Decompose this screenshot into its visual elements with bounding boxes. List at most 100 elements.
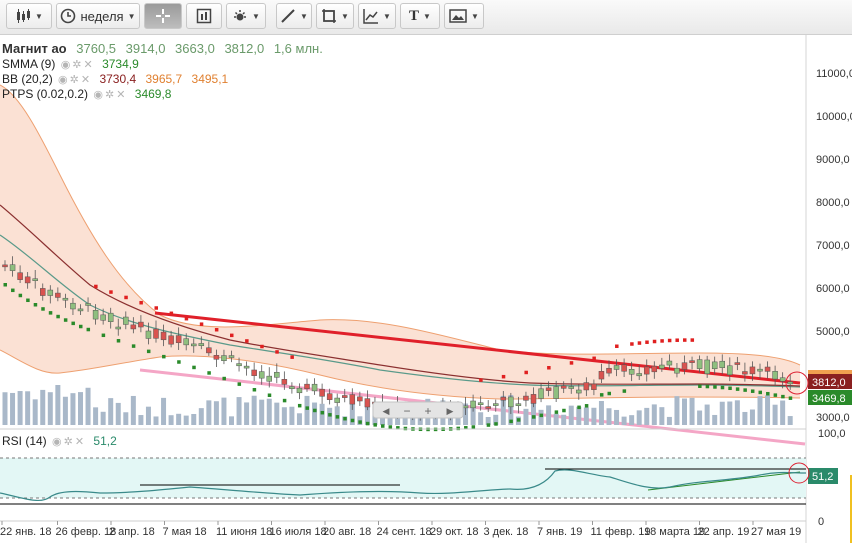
close-icon[interactable]: ✕ bbox=[74, 436, 85, 448]
ptps-dot bbox=[199, 322, 204, 326]
volume-bar bbox=[523, 408, 529, 425]
ptps-dot bbox=[109, 290, 113, 294]
candle-body bbox=[576, 389, 582, 394]
volume-bar bbox=[55, 384, 61, 425]
chart-area[interactable]: ◀ − + ▶ 11000,0 10000,0 9000,0 8000,0 70… bbox=[0, 35, 852, 543]
period-select[interactable]: неделя ▼ bbox=[56, 3, 140, 29]
volume-bar bbox=[538, 409, 544, 425]
chevron-down-icon: ▼ bbox=[35, 11, 43, 21]
volume-bar bbox=[531, 402, 536, 425]
ptps-dot bbox=[456, 426, 460, 431]
volume-bar bbox=[478, 412, 484, 425]
candle-body bbox=[659, 364, 665, 369]
volume-bar bbox=[191, 413, 197, 425]
volume-bar bbox=[70, 393, 76, 425]
candle-body bbox=[628, 369, 635, 375]
chart-frame-button[interactable] bbox=[186, 3, 222, 29]
eye-icon[interactable]: ◉ bbox=[52, 436, 62, 448]
resistance-trendline bbox=[154, 311, 801, 385]
price-marker-circle bbox=[785, 371, 809, 395]
candle-body bbox=[334, 397, 340, 403]
price-tick-7000: 7000,0 bbox=[816, 240, 850, 252]
ptps-dot bbox=[524, 370, 528, 375]
candle-body bbox=[258, 371, 265, 379]
zoom-out-icon[interactable]: − bbox=[403, 404, 410, 418]
scroll-right-icon[interactable]: ▶ bbox=[447, 406, 454, 416]
close-icon[interactable]: ✕ bbox=[80, 74, 91, 86]
ptps-dot bbox=[267, 393, 272, 397]
candle-body bbox=[545, 387, 552, 391]
candle-body bbox=[251, 369, 257, 376]
zoom-in-icon[interactable]: + bbox=[424, 404, 431, 418]
candle-body bbox=[357, 396, 363, 402]
gear-icon[interactable]: ✲ bbox=[69, 74, 79, 86]
ptps-dot bbox=[584, 404, 589, 408]
eye-icon[interactable]: ◉ bbox=[58, 74, 68, 86]
candle-body bbox=[560, 385, 567, 389]
candle-body bbox=[530, 394, 537, 404]
line-tool-button[interactable]: ▼ bbox=[276, 3, 312, 29]
rsi-value: 51,2 bbox=[93, 434, 117, 448]
ptps-dot bbox=[313, 408, 317, 413]
ptps-dot bbox=[3, 283, 7, 287]
candle-body bbox=[289, 386, 295, 390]
volume-bar bbox=[138, 415, 144, 425]
bb-upper-value: 3965,7 bbox=[145, 72, 183, 86]
smma-line bbox=[0, 234, 801, 388]
close-icon[interactable]: ✕ bbox=[83, 59, 93, 71]
volume-bar bbox=[176, 413, 182, 425]
candle-body bbox=[742, 371, 748, 375]
candle-body bbox=[749, 366, 756, 375]
crosshair-button[interactable] bbox=[144, 3, 182, 29]
candle-body bbox=[674, 367, 680, 374]
shape-tool-button[interactable]: ▼ bbox=[316, 3, 354, 29]
rsi-value-badge bbox=[808, 468, 838, 484]
gear-icon[interactable]: ✲ bbox=[105, 89, 115, 101]
volume-bar bbox=[312, 402, 318, 425]
scroll-controls[interactable]: ◀ − + ▶ bbox=[372, 401, 464, 419]
gear-icon[interactable]: ✲ bbox=[72, 59, 82, 71]
eye-icon[interactable]: ◉ bbox=[93, 89, 103, 101]
text-tool-button[interactable]: T ▼ bbox=[400, 3, 440, 29]
ptps-dot bbox=[554, 410, 559, 414]
volume-bar bbox=[349, 397, 355, 425]
candle-body bbox=[485, 406, 491, 409]
analysis-tool-button[interactable]: ▼ bbox=[358, 3, 396, 29]
ptps-dot bbox=[275, 350, 279, 354]
chevron-down-icon: ▼ bbox=[127, 11, 136, 21]
chart-type-button[interactable]: ▼ bbox=[6, 3, 52, 29]
close-icon[interactable]: ✕ bbox=[116, 89, 126, 101]
time-label: 7 янв. 19 bbox=[537, 526, 582, 538]
candle-body bbox=[787, 381, 793, 385]
ptps-dot bbox=[577, 405, 581, 410]
low-value: 3663,0 bbox=[175, 41, 215, 56]
rsi-legend: RSI (14) ◉ ✲ ✕ 51,2 bbox=[2, 434, 117, 448]
high-value: 3914,0 bbox=[125, 41, 166, 56]
price-chart[interactable]: ◀ − + ▶ 11000,0 10000,0 9000,0 8000,0 70… bbox=[0, 35, 852, 543]
ptps-dot bbox=[713, 385, 717, 389]
candle-body bbox=[727, 365, 733, 376]
ptps-dot bbox=[33, 303, 38, 307]
gear-icon[interactable]: ✲ bbox=[63, 436, 73, 448]
candle-body bbox=[145, 330, 152, 339]
ptps-dot bbox=[637, 341, 642, 345]
smma-name: SMMA (9) bbox=[2, 57, 56, 71]
rsi-trendline bbox=[647, 471, 801, 491]
chevron-down-icon: ▼ bbox=[423, 11, 431, 21]
indicators-button[interactable]: ▼ bbox=[226, 3, 266, 29]
ptps-dot bbox=[101, 333, 106, 338]
time-label: 7 мая 18 bbox=[163, 526, 207, 538]
volume-bar bbox=[682, 398, 687, 425]
candlestick-icon bbox=[17, 9, 31, 23]
scroll-left-icon[interactable]: ◀ bbox=[383, 406, 390, 416]
time-label: 22 янв. 18 bbox=[0, 526, 52, 538]
ptps-dot bbox=[169, 311, 174, 316]
eye-icon[interactable]: ◉ bbox=[60, 59, 71, 71]
line-draw-icon bbox=[281, 9, 295, 23]
volume-bar bbox=[259, 399, 265, 425]
volume-bar bbox=[651, 404, 657, 425]
time-label: 22 апр. 19 bbox=[698, 526, 750, 538]
time-label: 18 марта 19 bbox=[644, 526, 705, 538]
price-tick-3000: 3000,0 bbox=[816, 412, 850, 424]
image-tool-button[interactable]: ▼ bbox=[444, 3, 484, 29]
